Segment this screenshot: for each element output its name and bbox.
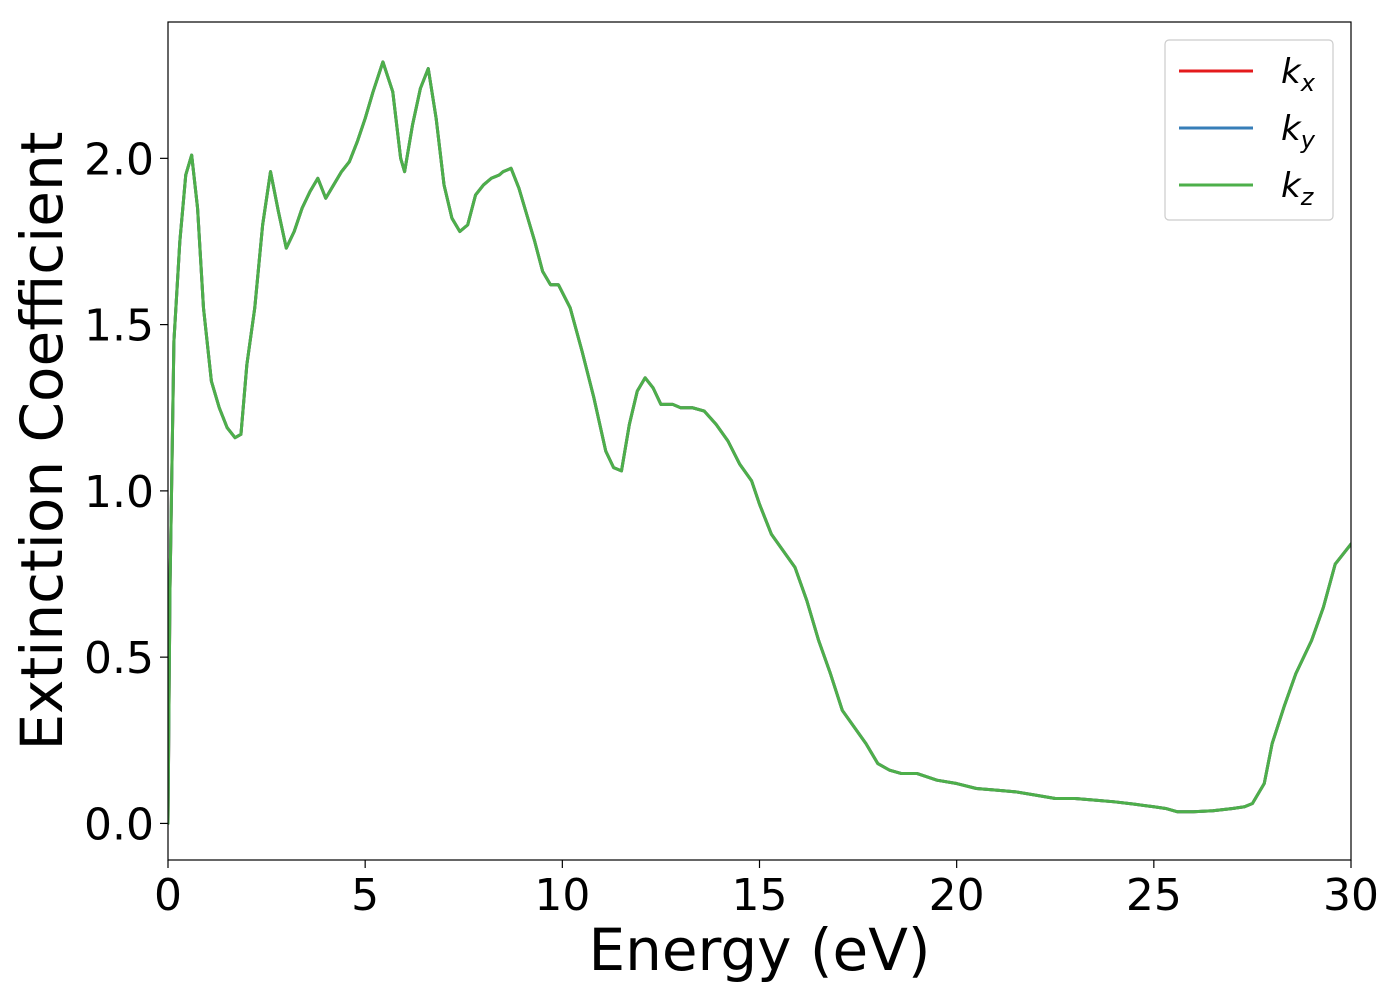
x-tick-label: 0 [154,870,182,921]
legend-label-kz: kz [1281,166,1315,211]
y-tick-label: 1.0 [84,467,154,518]
x-tick-label: 10 [534,870,590,921]
legend-label-kx: kx [1281,52,1316,97]
x-tick-label: 30 [1323,870,1379,921]
y-tick-label: 1.5 [84,301,154,352]
series-line-kz [168,60,1351,825]
y-tick-label: 2.0 [84,134,154,185]
curves [168,60,1351,825]
legend-box [1164,39,1334,221]
x-tick-label: 20 [929,870,985,921]
legend-label-ky: ky [1281,109,1316,154]
x-tick-label: 15 [732,870,788,921]
y-axis-ticks: 0.0 0.5 1.0 1.5 2.0 [84,134,168,850]
x-tick-label: 25 [1126,870,1182,921]
y-tick-label: 0.5 [84,633,154,684]
x-tick-label: 5 [351,870,379,921]
x-axis-ticks: 0 5 10 15 20 25 30 [154,860,1379,921]
y-tick-label: 0.0 [84,799,154,850]
legend: kx ky kz [1164,39,1334,221]
x-axis-label: Energy (eV) [588,916,930,984]
y-axis-label: Extinction Coefficient [8,132,76,751]
